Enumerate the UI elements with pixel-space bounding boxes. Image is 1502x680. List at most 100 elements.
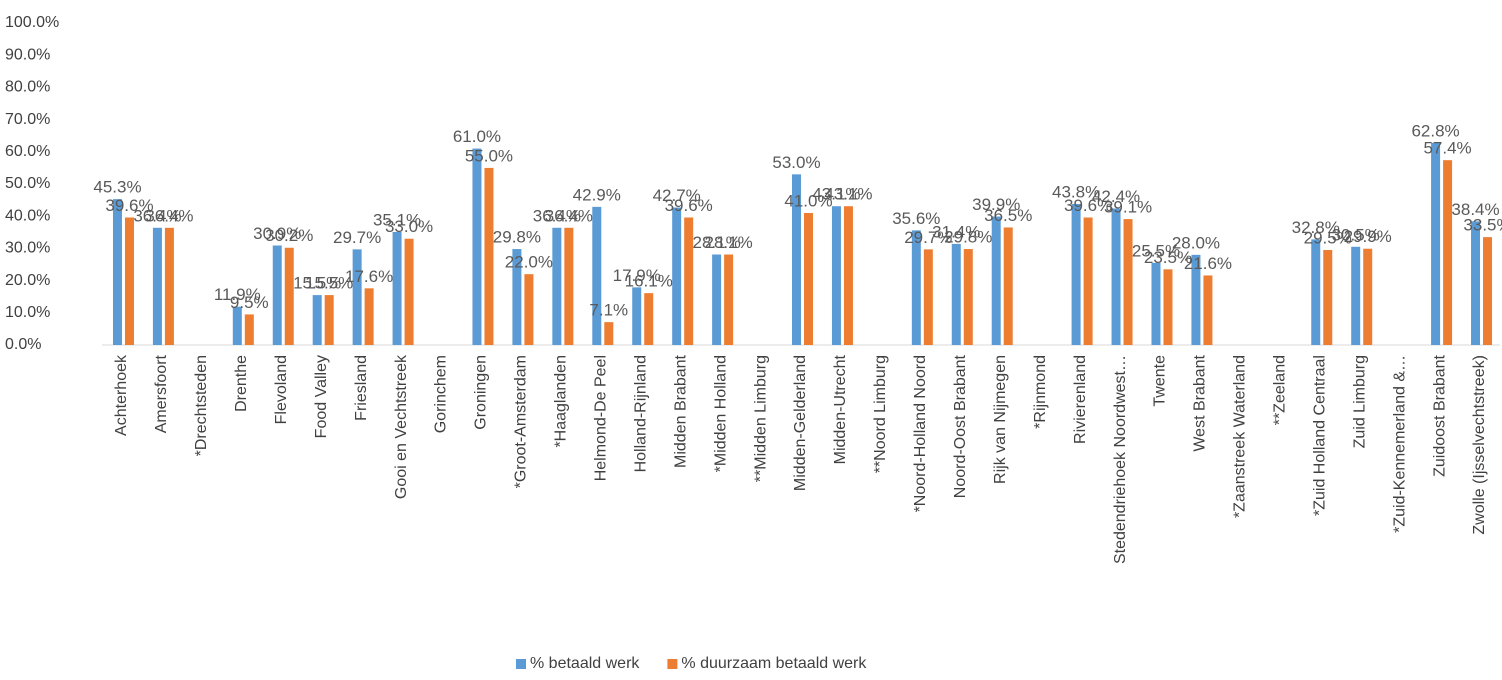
value-label: 29.5%	[1304, 228, 1352, 247]
bar	[324, 295, 334, 345]
value-label: 43.8%	[1052, 182, 1100, 201]
legend-label: % duurzaam betaald werk	[681, 655, 867, 672]
x-tick-label: **Zeeland	[1272, 355, 1289, 425]
bar	[312, 295, 322, 345]
bar	[244, 314, 254, 345]
value-label: 23.5%	[1144, 248, 1192, 267]
bar	[1363, 248, 1373, 345]
bar	[364, 288, 374, 345]
legend-swatch	[667, 659, 678, 669]
value-label: 28.1%	[693, 233, 741, 252]
x-tick-label: West Brabant	[1192, 354, 1209, 451]
value-label: 38.4%	[1451, 200, 1499, 219]
x-tick-label: Rivierenland	[1072, 355, 1089, 444]
legend-label: % betaald werk	[530, 655, 640, 672]
value-label: 17.6%	[345, 267, 393, 286]
bar	[112, 199, 122, 345]
bar	[272, 245, 282, 345]
bar	[1151, 262, 1161, 345]
x-tick-label: *Haaglanden	[553, 355, 570, 448]
value-label: 33.0%	[385, 217, 433, 236]
bar	[644, 293, 654, 345]
y-tick-label: 0.0%	[5, 336, 41, 353]
bar	[472, 148, 482, 345]
value-label: 39.6%	[665, 196, 713, 215]
bar	[831, 206, 841, 345]
y-tick-label: 50.0%	[5, 175, 50, 192]
x-tick-label: Groningen	[473, 355, 490, 430]
value-label: 39.6%	[1064, 196, 1112, 215]
x-tick-label: *Midden Holland	[712, 355, 729, 472]
value-label: 29.7%	[333, 228, 381, 247]
y-tick-label: 100.0%	[5, 14, 59, 31]
bar	[1431, 142, 1441, 345]
value-label: 39.6%	[105, 196, 153, 215]
bar	[923, 249, 933, 345]
legend-swatch	[516, 659, 526, 669]
value-label: 16.1%	[625, 272, 673, 291]
x-tick-label: Zwolle (Ijsselvechtstreek)	[1471, 355, 1488, 535]
value-label: 42.4%	[1092, 187, 1140, 206]
bar	[232, 306, 242, 345]
x-tick-label: Friesland	[353, 355, 370, 421]
bar	[604, 322, 614, 345]
value-label: 36.4%	[145, 206, 193, 225]
bar	[1311, 239, 1321, 345]
bar	[1003, 227, 1013, 345]
value-label: 9.5%	[230, 293, 269, 312]
x-tick-label: Midden-Utrecht	[832, 354, 849, 464]
x-tick-label: Midden Brabant	[672, 354, 689, 468]
x-tick-label: *Zuid-Kennemerland &…	[1391, 355, 1408, 533]
y-tick-label: 90.0%	[5, 46, 50, 63]
bar	[1083, 217, 1093, 345]
bar	[1203, 275, 1213, 345]
x-tick-label: Twente	[1152, 355, 1169, 407]
x-tick-label: Zuidoost Brabant	[1431, 354, 1448, 476]
x-tick-label: *Groot-Amsterdam	[513, 355, 530, 488]
value-label: 30.2%	[265, 226, 313, 245]
y-tick-label: 70.0%	[5, 111, 50, 128]
value-label: 36.4%	[133, 206, 181, 225]
value-label: 31.4%	[932, 222, 980, 241]
value-label: 57.4%	[1423, 139, 1471, 158]
bar	[991, 216, 1001, 345]
value-label: 33.5%	[1463, 216, 1502, 235]
bar	[792, 174, 801, 345]
x-tick-label: Holland-Rijnland	[632, 355, 649, 472]
x-tick-label: *Drechtsteden	[193, 355, 210, 456]
bar	[392, 231, 402, 345]
x-tick-label: Food Valley	[313, 355, 330, 438]
bar	[1483, 237, 1493, 345]
x-tick-label: *Noord-Holland Noord	[912, 355, 929, 512]
bar	[1191, 254, 1201, 345]
x-tick-label: Flevoland	[273, 355, 290, 424]
value-label: 17.9%	[613, 266, 661, 285]
x-tick-label: Noord-Oost Brabant	[952, 354, 969, 498]
value-label: 55.0%	[465, 146, 513, 165]
bar	[1351, 246, 1361, 345]
bar	[404, 238, 414, 345]
value-label: 22.0%	[505, 253, 553, 272]
value-label: 35.6%	[892, 209, 940, 228]
value-label: 45.3%	[93, 178, 141, 197]
bar	[284, 247, 294, 345]
x-tick-label: Stedendriehoek Noordwest…	[1112, 355, 1129, 564]
value-label: 11.9%	[214, 285, 261, 304]
value-label: 43.1%	[824, 185, 872, 204]
value-label: 7.1%	[589, 301, 628, 320]
bar	[1071, 203, 1081, 345]
bar	[712, 254, 722, 345]
value-label: 61.0%	[453, 127, 501, 146]
bar	[724, 254, 734, 345]
value-label: 39.9%	[972, 195, 1020, 214]
bar	[164, 227, 174, 345]
value-label: 28.0%	[1172, 233, 1220, 252]
x-tick-label: *Rijnmond	[1032, 355, 1049, 429]
value-label: 35.1%	[373, 210, 421, 229]
x-tick-label: Helmond-De Peel	[593, 355, 610, 481]
bar	[524, 274, 534, 345]
bar	[152, 227, 162, 345]
x-tick-label: *Zuid Holland Centraal	[1311, 355, 1328, 516]
value-label: 32.8%	[1292, 218, 1340, 237]
